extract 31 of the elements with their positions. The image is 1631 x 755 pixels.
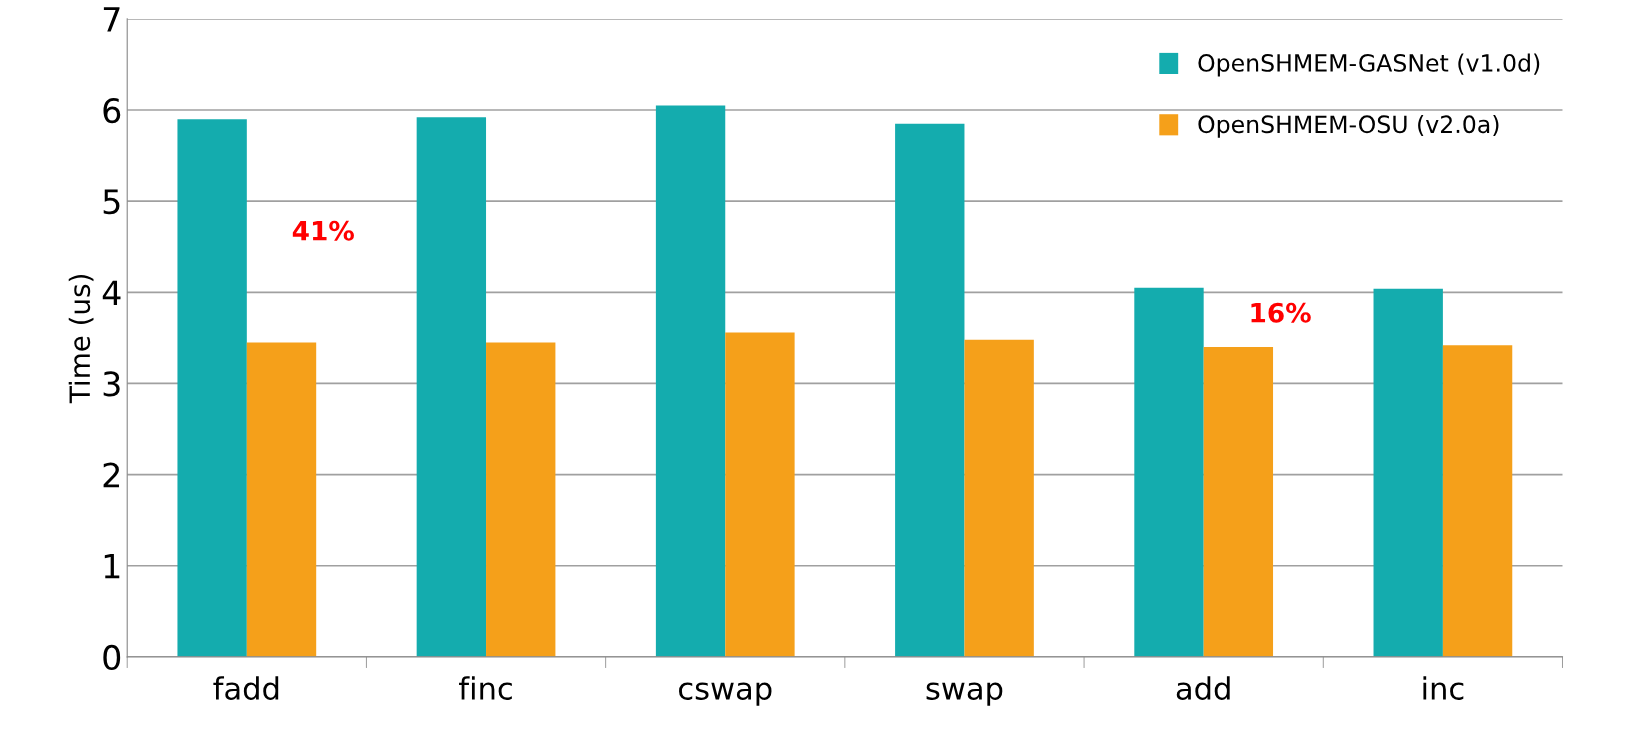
x-tick-label: finc [459,676,512,700]
x-tick-label: cswap [679,682,772,706]
bar [655,105,726,657]
y-tick-label: 3 [103,371,120,397]
x-tick-label: swap [926,682,1003,706]
bar [964,339,1034,657]
bar [177,119,247,657]
bar [1373,288,1443,657]
y-tick-label: 5 [103,189,120,215]
x-tick-label: add [1176,676,1230,700]
bar [1134,287,1204,657]
y-tick-label: 7 [103,7,120,32]
y-tick-label: 0 [103,644,121,670]
y-tick-label: 1 [104,554,120,579]
bar [1203,346,1274,657]
bar [1442,345,1513,657]
y-tick-label: 6 [103,97,121,124]
y-axis-title: Time (us) [68,274,94,404]
bar [725,332,795,657]
bar [246,342,317,657]
bar [416,117,487,657]
x-tick-label: inc [1423,676,1464,700]
annotation: 41% [292,220,354,241]
bar [895,123,965,657]
x-tick-label: fadd [213,676,279,700]
annotation: 16% [1251,302,1311,323]
y-tick-label: 4 [102,280,121,305]
legend-label: OpenSHMEM-OSU (v2.0a) [1198,114,1499,138]
legend-label: OpenSHMEM-GASNet (v1.0d) [1198,53,1540,77]
y-tick-label: 2 [103,462,120,488]
bar [486,342,556,657]
